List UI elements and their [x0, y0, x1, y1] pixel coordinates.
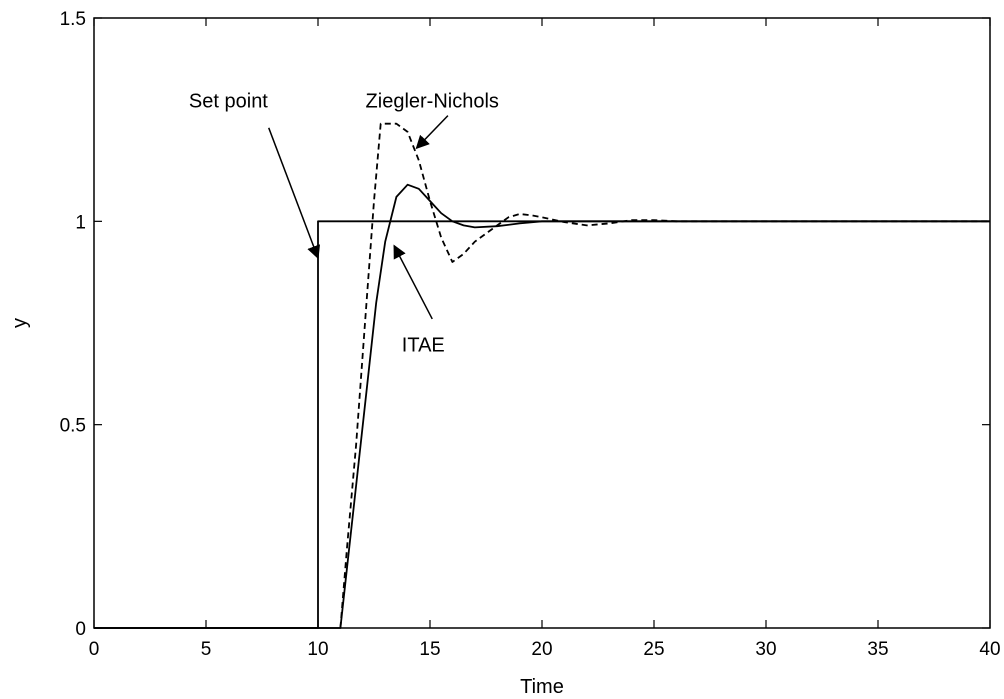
x-tick-label: 25 [643, 639, 664, 660]
y-tick-label: 0.5 [60, 416, 86, 437]
y-axis-label: y [9, 318, 31, 328]
y-tick-label: 1.5 [60, 9, 86, 30]
series-line-itae [94, 183, 990, 629]
x-axis-ticks: 0 5 10 15 20 25 30 35 40 [89, 18, 1001, 660]
y-axis-ticks: 0 0.5 1 1.5 [60, 9, 990, 640]
annotation-arrow-ziegler-nichols [415, 115, 449, 150]
y-tick-label: 0 [75, 619, 86, 640]
x-tick-label: 40 [979, 639, 1000, 660]
x-axis-label: Time [520, 676, 564, 698]
annotation-label-itae: ITAE [402, 334, 445, 356]
plot-area [93, 17, 991, 629]
x-tick-label: 5 [201, 639, 212, 660]
x-tick-label: 10 [307, 639, 328, 660]
x-tick-label: 35 [867, 639, 888, 660]
y-tick-label: 1 [75, 212, 86, 233]
x-tick-label: 0 [89, 639, 100, 660]
x-tick-label: 20 [531, 639, 552, 660]
annotation-label-setpoint: Set point [189, 90, 268, 112]
annotation-layer: Set point Ziegler-Nichols ITAE [189, 90, 499, 356]
annotation-arrow-itae [393, 244, 433, 320]
x-tick-label: 15 [419, 639, 440, 660]
annotation-label-ziegler-nichols: Ziegler-Nichols [366, 90, 499, 112]
series-line-ziegler-nichols [339, 122, 990, 629]
x-tick-label: 30 [755, 639, 776, 660]
annotation-arrow-setpoint [268, 127, 321, 260]
